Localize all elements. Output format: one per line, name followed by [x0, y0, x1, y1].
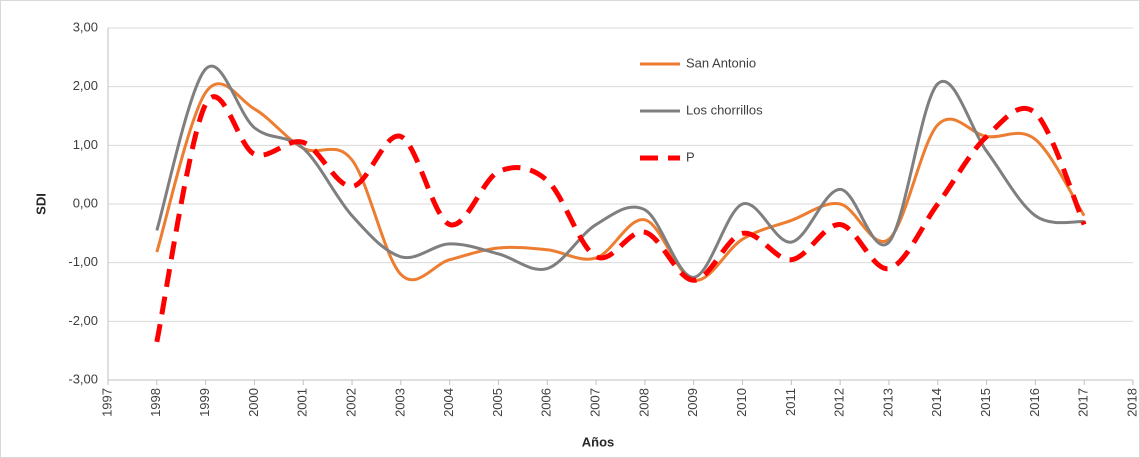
x-tick-label: 1998 — [148, 388, 163, 417]
x-tick-label: 2006 — [539, 388, 554, 417]
x-tick-label: 2015 — [978, 388, 993, 417]
legend-label: P — [686, 149, 695, 164]
x-tick-label: 2007 — [588, 388, 603, 417]
x-tick-label: 2005 — [490, 388, 505, 417]
x-tick-label: 2009 — [685, 388, 700, 417]
x-tick-label: 2012 — [832, 388, 847, 417]
x-tick-label: 2014 — [929, 388, 944, 417]
x-tick-label: 1997 — [99, 388, 114, 417]
y-tick-label: 0,00 — [73, 195, 98, 210]
x-tick-label: 2008 — [636, 388, 651, 417]
y-axis-label: SDI — [33, 193, 48, 215]
x-tick-label: 2002 — [343, 388, 358, 417]
x-axis-label: Años — [582, 434, 615, 449]
x-tick-label: 2003 — [392, 388, 407, 417]
y-tick-label: -1,00 — [68, 254, 98, 269]
x-tick-label: 2001 — [295, 388, 310, 417]
y-tick-label: -3,00 — [68, 371, 98, 386]
y-tick-label: 2,00 — [73, 78, 98, 93]
legend-label: San Antonio — [686, 55, 756, 70]
x-tick-label: 2017 — [1076, 388, 1091, 417]
y-tick-label: 3,00 — [73, 19, 98, 34]
x-tick-label: 2018 — [1124, 388, 1139, 417]
x-tick-label: 2000 — [246, 388, 261, 417]
x-tick-label: 2011 — [783, 388, 798, 416]
x-tick-label: 2013 — [880, 388, 895, 417]
x-tick-label: 2010 — [734, 388, 749, 417]
x-tick-label: 1999 — [197, 388, 212, 417]
legend-label: Los chorrillos — [686, 102, 763, 117]
series-line — [155, 64, 1085, 279]
y-tick-label: 1,00 — [73, 137, 98, 152]
y-tick-label: -2,00 — [68, 313, 98, 328]
series-line — [154, 94, 1087, 343]
x-tick-label: 2004 — [441, 388, 456, 417]
x-tick-label: 2016 — [1027, 388, 1042, 417]
